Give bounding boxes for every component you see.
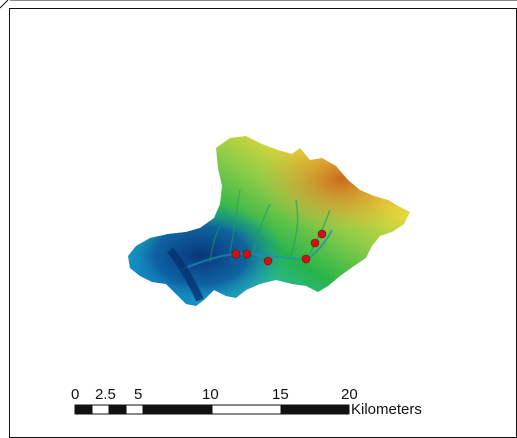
scale-bar-segment — [211, 404, 282, 415]
sample-point — [310, 238, 320, 248]
scale-bar-segment — [125, 404, 144, 415]
sample-point — [231, 249, 241, 259]
sample-points — [231, 229, 327, 266]
scale-label-0: 0 — [71, 386, 79, 403]
sample-point — [242, 249, 252, 259]
scale-label-15: 15 — [272, 386, 289, 403]
map-frame — [0, 0, 517, 9]
scale-unit-label: Kilometers — [351, 401, 422, 418]
scale-label-2-5: 2.5 — [95, 386, 116, 403]
scale-bar-segment — [91, 404, 110, 415]
sample-point — [317, 229, 327, 239]
scale-label-20: 20 — [341, 386, 358, 403]
sample-point — [263, 256, 273, 266]
scale-label-10: 10 — [202, 386, 219, 403]
scale-label-5: 5 — [134, 386, 142, 403]
scale-bar — [74, 404, 350, 415]
scale-bar-segment — [142, 404, 213, 415]
scale-bar-segment — [280, 404, 350, 415]
scale-bar-segment — [108, 404, 127, 415]
scale-bar-labels: 0 2.5 5 10 15 20 Kilometers — [71, 386, 422, 418]
watershed-dem — [128, 136, 410, 306]
scale-bar-segment — [74, 404, 93, 415]
sample-point — [301, 254, 311, 264]
